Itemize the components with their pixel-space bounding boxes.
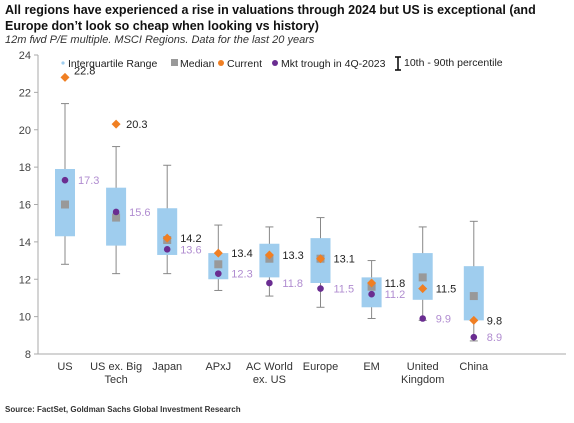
trough-marker (112, 208, 120, 216)
current-value-label: 13.3 (282, 250, 303, 262)
legend-percentile-label: 10th - 90th percentile (404, 57, 503, 69)
category-group: 13.1 11.5 Europe (303, 217, 355, 373)
y-axis: 8 10 12 14 16 18 20 22 24 (19, 50, 566, 361)
current-value-label: 14.2 (180, 233, 201, 245)
trough-marker (61, 176, 69, 184)
trough-value-label: 17.3 (78, 175, 99, 187)
y-tick-label: 10 (19, 312, 31, 324)
current-marker (60, 72, 70, 82)
trough-marker (215, 270, 222, 277)
current-value-label: 13.4 (231, 248, 252, 260)
category-label: Kingdom (401, 374, 444, 386)
trough-marker (368, 290, 375, 298)
legend-median-marker (171, 59, 178, 66)
trough-marker (317, 285, 324, 292)
legend-iqr-label: Interquartile Range (68, 58, 157, 70)
category-group: 22.8 17.3 US (55, 65, 99, 373)
current-marker (213, 248, 223, 258)
trough-marker (266, 279, 273, 287)
current-marker (367, 278, 377, 288)
category-group: 13.4 12.3 APxJ (205, 224, 253, 373)
current-marker (264, 250, 274, 260)
current-marker (111, 119, 121, 129)
trough-marker (419, 315, 427, 322)
trough-value-label: 11.8 (282, 278, 303, 290)
current-marker (316, 254, 325, 264)
y-tick-label: 18 (19, 162, 31, 174)
category-label: China (459, 361, 489, 373)
category-label: Japan (152, 361, 182, 373)
trough-marker (163, 246, 171, 253)
trough-value-label: 12.3 (231, 269, 252, 281)
current-value-label: 13.1 (334, 254, 355, 266)
current-value-label: 22.8 (74, 65, 95, 77)
category-group: 14.213.6 Japan (152, 164, 202, 373)
current-marker (418, 284, 428, 294)
y-tick-label: 8 (25, 349, 31, 361)
current-value-label: 20.3 (126, 119, 147, 131)
category-label: AC World (246, 361, 293, 373)
trough-value-label: 15.6 (129, 207, 150, 219)
y-tick-label: 24 (19, 50, 31, 62)
category-label: Tech (104, 374, 127, 386)
category-label: APxJ (205, 361, 231, 373)
trough-value-label: 11.2 (385, 289, 406, 301)
source-note: Source: FactSet, Goldman Sachs Global In… (5, 405, 241, 414)
category-label: ex. US (253, 374, 286, 386)
current-value-label: 11.5 (436, 284, 457, 296)
current-marker (162, 233, 172, 243)
category-label: US ex. Big (90, 361, 142, 373)
chart-subtitle: 12m fwd P/E multiple. MSCI Regions. Data… (5, 34, 315, 46)
current-marker (469, 315, 479, 325)
y-tick-label: 12 (19, 274, 31, 286)
trough-marker (470, 333, 478, 341)
legend: Interquartile Range Median Current Mkt t… (61, 56, 503, 71)
legend-iqr-marker (61, 61, 65, 65)
y-tick-label: 14 (19, 237, 31, 249)
trough-value-label: 9.9 (436, 313, 451, 325)
category-label: US (57, 361, 72, 373)
legend-median-label: Median (180, 58, 215, 70)
category-group: 9.8 8.9 China (459, 220, 502, 373)
category-label: Europe (303, 361, 338, 373)
legend-current-marker (218, 60, 224, 66)
legend-trough-marker (272, 60, 278, 66)
trough-value-label: 13.6 (180, 244, 201, 256)
median-marker (418, 273, 427, 282)
legend-current-label: Current (227, 58, 262, 70)
I-beam-icon (395, 56, 401, 71)
current-value-label: 9.8 (487, 315, 502, 327)
y-tick-label: 22 (19, 87, 31, 99)
trough-value-label: 8.9 (487, 332, 502, 344)
category-label: United (407, 361, 439, 373)
chart-title: All regions have experienced a rise in v… (5, 3, 536, 33)
category-group: 11.811.2 EM (361, 260, 406, 373)
current-value-label: 11.8 (385, 278, 406, 290)
category-label: EM (363, 361, 380, 373)
trough-value-label: 11.5 (334, 284, 355, 296)
y-tick-label: 16 (19, 200, 31, 212)
median-marker (112, 213, 121, 222)
y-tick-label: 20 (19, 125, 31, 137)
median-marker (61, 200, 69, 209)
iqr-box (157, 208, 178, 255)
legend-trough-label: Mkt trough in 4Q-2023 (281, 58, 386, 70)
median-marker (469, 292, 478, 301)
median-marker (214, 260, 223, 269)
